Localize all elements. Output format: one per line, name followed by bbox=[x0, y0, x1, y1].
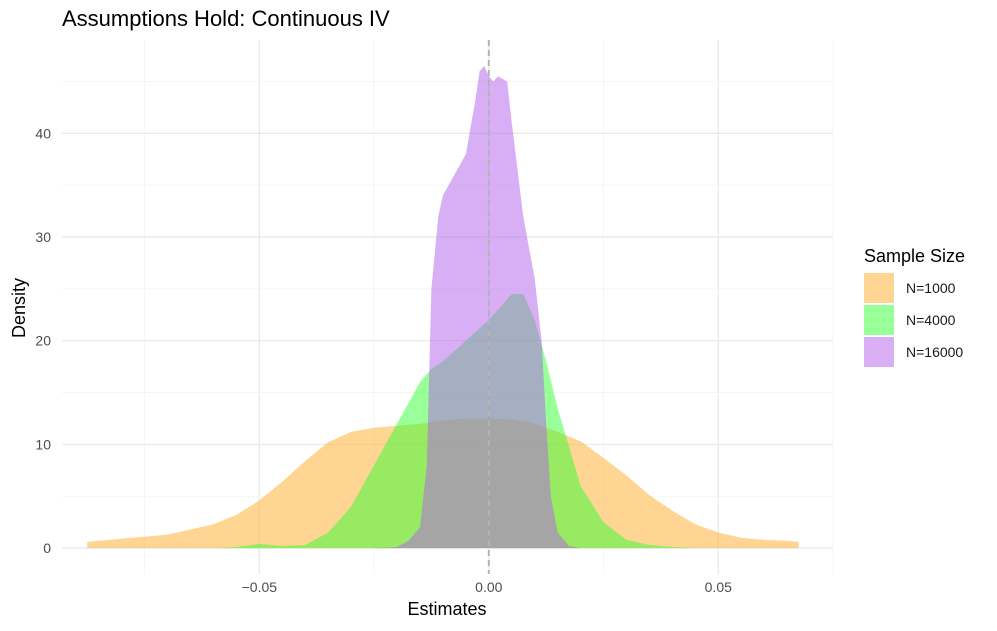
y-tick-label: 10 bbox=[35, 436, 51, 452]
x-tick-label: −0.05 bbox=[242, 579, 278, 595]
x-tick-label: 0.05 bbox=[705, 579, 732, 595]
y-tick-label: 20 bbox=[35, 333, 51, 349]
y-tick-label: 30 bbox=[35, 229, 51, 245]
legend-label: N=4000 bbox=[906, 312, 956, 328]
legend-swatch bbox=[864, 305, 894, 335]
x-axis-title: Estimates bbox=[407, 599, 486, 619]
density-area-n-16000 bbox=[374, 65, 581, 549]
x-axis-ticks: −0.05 0.00 0.05 bbox=[242, 579, 732, 595]
y-axis-ticks: 0 10 20 30 40 bbox=[35, 125, 51, 556]
y-tick-label: 40 bbox=[35, 125, 51, 141]
legend-title: Sample Size bbox=[864, 246, 965, 266]
legend-label: N=16000 bbox=[906, 344, 963, 360]
legend-label: N=1000 bbox=[906, 280, 956, 296]
chart-title: Assumptions Hold: Continuous IV bbox=[62, 6, 390, 31]
y-axis-title: Density bbox=[9, 278, 29, 338]
legend-swatch bbox=[864, 273, 894, 303]
legend-items: N=1000 N=4000 N=16000 bbox=[864, 273, 963, 367]
y-tick-label: 0 bbox=[43, 540, 51, 556]
legend-swatch bbox=[864, 337, 894, 367]
legend: Sample Size N=1000 N=4000 N=16000 bbox=[864, 246, 965, 367]
x-tick-label: 0.00 bbox=[475, 579, 502, 595]
density-areas bbox=[87, 65, 799, 549]
